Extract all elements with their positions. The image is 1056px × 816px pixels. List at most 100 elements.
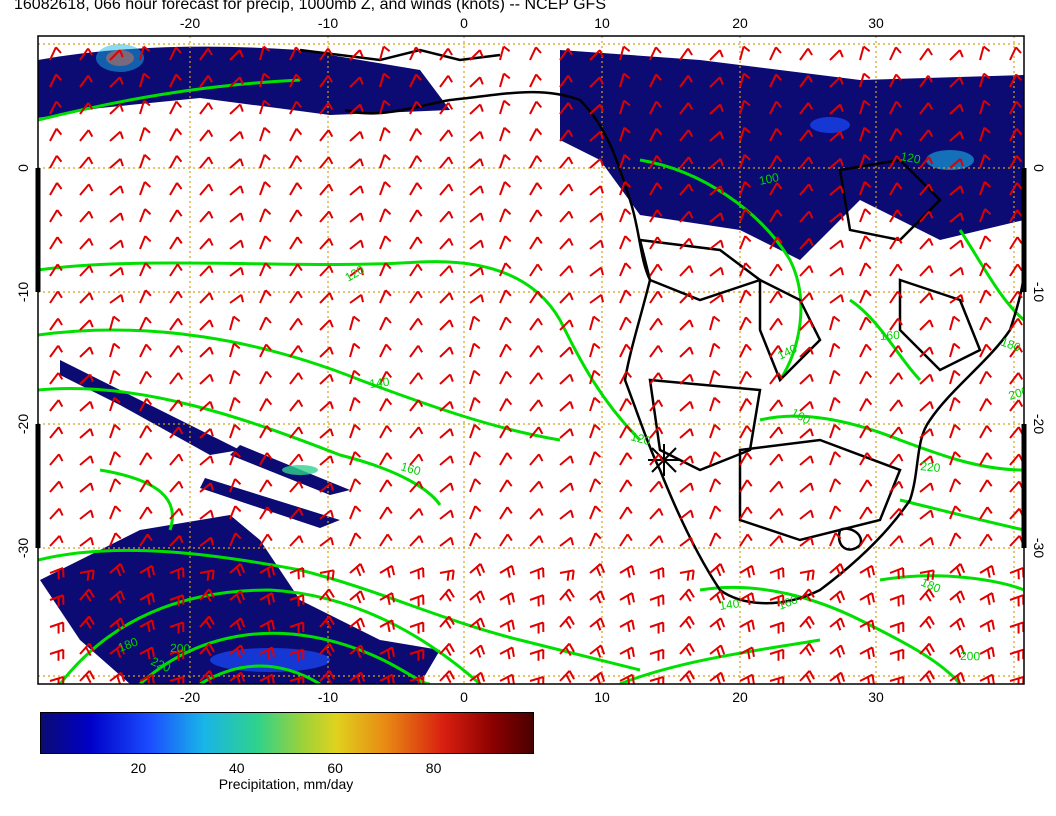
wind-barb — [499, 45, 511, 61]
wind-barb — [499, 646, 515, 660]
wind-barb — [949, 505, 962, 520]
wind-barb — [199, 615, 215, 629]
wind-barb — [739, 289, 752, 304]
lon-tick-label-top: 0 — [460, 15, 468, 31]
wind-barb — [169, 46, 182, 61]
wind-barb — [289, 182, 303, 196]
wind-barb — [289, 648, 305, 661]
wind-barb — [799, 292, 814, 304]
wind-barb — [229, 293, 244, 304]
wind-barb — [799, 642, 815, 657]
wind-barb — [469, 478, 482, 493]
wind-barb — [679, 455, 694, 466]
wind-barb — [79, 292, 94, 304]
wind-barb — [709, 617, 726, 631]
wind-barb — [499, 398, 513, 412]
wind-barb — [799, 509, 814, 520]
wind-barb — [319, 319, 334, 331]
wind-barb — [559, 210, 574, 223]
contour-label: 160 — [879, 328, 900, 343]
wind-barb — [859, 533, 873, 547]
wind-barb — [139, 479, 153, 493]
wind-barb — [259, 533, 273, 547]
wind-barb — [529, 621, 545, 634]
wind-barb — [229, 505, 242, 520]
wind-barb — [859, 181, 872, 196]
wind-barb — [919, 482, 934, 493]
wind-barb — [169, 345, 183, 358]
wind-barb — [289, 317, 303, 331]
wind-barb — [49, 507, 64, 520]
wind-barb — [949, 342, 961, 358]
wind-barb — [949, 315, 961, 331]
wind-barb — [619, 45, 631, 61]
wind-barb — [619, 343, 632, 358]
wind-barb — [529, 372, 544, 385]
wind-barb — [49, 675, 65, 684]
wind-barb — [409, 594, 425, 607]
wind-barb — [319, 428, 334, 439]
wind-barb — [829, 396, 841, 412]
wind-barb — [649, 648, 665, 661]
wind-barb — [859, 208, 872, 223]
wind-barb — [289, 675, 305, 684]
wind-barb — [229, 532, 242, 547]
contour-label: 220 — [920, 459, 942, 475]
wind-barb — [49, 128, 63, 142]
graticule-lines — [38, 36, 1024, 684]
wind-barb — [499, 262, 512, 277]
wind-barb — [559, 588, 575, 602]
wind-barb — [139, 289, 152, 304]
wind-barb — [109, 617, 126, 631]
wind-barb — [649, 100, 662, 115]
wind-barb — [439, 129, 454, 142]
wind-barb — [349, 532, 362, 547]
wind-barb — [649, 480, 664, 493]
wind-barb — [619, 533, 633, 547]
wind-barb — [199, 346, 214, 358]
wind-barb — [589, 424, 601, 439]
wind-barb — [169, 480, 184, 493]
wind-barb — [169, 209, 183, 223]
location-marker — [648, 444, 680, 476]
wind-barb — [289, 621, 305, 634]
wind-barb — [709, 424, 721, 439]
wind-barb — [889, 182, 903, 196]
wind-barb — [799, 569, 815, 581]
wind-barb — [619, 99, 631, 115]
wind-barb — [379, 425, 393, 439]
wind-barb — [919, 373, 934, 385]
wind-barb — [529, 209, 543, 223]
wind-barb — [49, 453, 64, 466]
wind-barb — [79, 156, 94, 169]
wind-barb — [829, 130, 844, 142]
wind-barb — [799, 102, 814, 115]
wind-barb — [49, 46, 62, 61]
wind-barb — [559, 319, 574, 331]
wind-barb — [229, 644, 246, 658]
wind-barb — [439, 346, 454, 358]
wind-barb — [979, 533, 993, 547]
wind-barb — [559, 670, 575, 684]
wind-barb — [859, 425, 873, 439]
wind-barb — [49, 426, 64, 439]
wind-barb — [439, 400, 454, 412]
wind-barb — [1009, 263, 1023, 277]
lon-tick-label-bottom: 0 — [460, 689, 468, 705]
wind-barb — [229, 212, 244, 223]
wind-barb — [259, 564, 276, 578]
wind-barb — [889, 46, 902, 61]
wind-barb — [979, 619, 995, 633]
wind-barb — [1009, 317, 1023, 331]
wind-barb — [379, 126, 391, 142]
wind-barb — [1009, 128, 1023, 142]
wind-barb — [469, 451, 482, 466]
wind-barb — [769, 567, 785, 580]
wind-barb — [769, 209, 783, 223]
wind-barb — [49, 290, 63, 304]
wind-barb — [379, 45, 391, 61]
wind-barb — [469, 563, 486, 577]
wind-barb — [79, 482, 94, 493]
wind-barb — [319, 615, 335, 629]
wind-barb — [739, 45, 751, 61]
